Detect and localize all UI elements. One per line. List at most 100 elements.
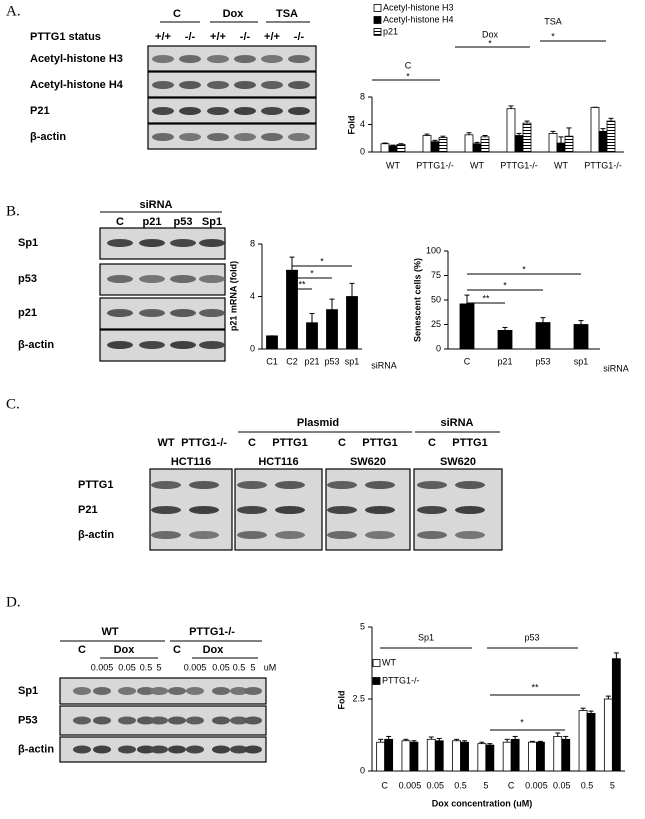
- band: [288, 81, 310, 89]
- band: [288, 107, 310, 115]
- legend-swatch: [372, 659, 381, 667]
- y-tick-label: 2.5: [352, 693, 365, 703]
- bar: [506, 108, 516, 153]
- x-tick-label: sp1: [345, 356, 360, 366]
- band: [93, 745, 111, 754]
- band: [139, 309, 165, 317]
- y-tick-label: 0: [360, 765, 365, 775]
- band: [73, 716, 91, 725]
- bar: [409, 741, 419, 772]
- band: [179, 55, 201, 63]
- bar: [430, 141, 440, 153]
- band: [199, 275, 225, 283]
- band: [150, 745, 168, 754]
- annotation: *: [310, 268, 314, 278]
- treatment: Dox: [114, 644, 136, 656]
- x-tick-label: PTTG1-/-: [584, 160, 622, 170]
- band: [244, 745, 262, 754]
- band: [150, 687, 168, 695]
- panel-label: A.: [6, 3, 21, 19]
- x-tick-label: WT: [554, 160, 568, 170]
- x-tick-label: 0.05: [426, 780, 444, 790]
- band: [207, 107, 229, 115]
- bar: [384, 738, 394, 772]
- legend-swatch: [373, 4, 382, 12]
- row-label: P21: [30, 105, 50, 117]
- band: [275, 481, 305, 489]
- x-tick-label: 5: [610, 780, 615, 790]
- annotation: *: [320, 256, 324, 266]
- band: [139, 275, 165, 283]
- annotation: Sp1: [418, 632, 434, 642]
- y-axis-label: p21 mRNA (fold): [228, 261, 238, 331]
- band: [244, 687, 262, 695]
- genotype: WT: [101, 626, 118, 638]
- bar: [396, 144, 406, 153]
- row-label: p53: [18, 273, 37, 285]
- band: [170, 239, 196, 247]
- genotype: -/-: [185, 31, 196, 43]
- genotype: +/+: [210, 31, 226, 43]
- bar: [548, 133, 558, 153]
- row-label: Sp1: [18, 685, 38, 697]
- band: [107, 341, 133, 349]
- band: [275, 506, 305, 514]
- band: [234, 107, 256, 115]
- band: [186, 716, 204, 725]
- band: [73, 687, 91, 695]
- band: [275, 531, 305, 539]
- cell-line: HCT116: [171, 456, 211, 468]
- column-label: WT: [157, 437, 174, 449]
- y-tick-label: 4: [360, 119, 365, 129]
- band: [212, 687, 230, 695]
- band: [170, 275, 196, 283]
- bar: [460, 741, 469, 772]
- x-tick-label: 0.5: [581, 780, 594, 790]
- y-axis-label: Fold: [336, 691, 346, 710]
- band: [327, 506, 357, 514]
- band: [455, 481, 485, 489]
- bar: [564, 135, 574, 153]
- legend-label: Acetyl-histone H3: [383, 2, 454, 12]
- band: [179, 81, 201, 89]
- x-suffix: siRNA: [603, 363, 629, 373]
- genotype: -/-: [294, 31, 305, 43]
- column-label: C: [116, 216, 124, 228]
- band: [107, 275, 133, 283]
- bar: [497, 329, 513, 350]
- annotation: **: [298, 279, 306, 289]
- band: [230, 687, 248, 695]
- row-label: β-actin: [78, 529, 114, 541]
- band: [212, 716, 230, 725]
- blot-frame: [147, 123, 317, 150]
- bar: [522, 122, 532, 153]
- bar: [480, 136, 490, 153]
- x-tick-label: p53: [535, 356, 550, 366]
- x-tick-label: 0.05: [553, 780, 571, 790]
- band: [168, 687, 186, 695]
- bar: [426, 738, 436, 772]
- x-tick-label: C: [508, 780, 515, 790]
- band: [152, 81, 174, 89]
- x-tick-label: C: [464, 356, 471, 366]
- annotation: *: [406, 71, 410, 81]
- bar: [590, 106, 600, 153]
- bar: [485, 744, 495, 772]
- band: [455, 531, 485, 539]
- bar: [586, 713, 596, 772]
- band: [179, 107, 201, 115]
- genotype: -/-: [240, 31, 251, 43]
- band: [137, 687, 155, 695]
- legend-label: PTTG1-/-: [382, 675, 420, 685]
- panel-label: B.: [6, 203, 20, 219]
- blot-frame: [147, 71, 317, 98]
- bar: [502, 741, 512, 772]
- x-suffix: siRNA: [371, 360, 397, 370]
- y-axis-label: Fold: [346, 116, 356, 135]
- x-tick-label: PTTG1-/-: [500, 160, 538, 170]
- x-tick-label: sp1: [574, 356, 589, 366]
- x-tick-label: 0.5: [454, 780, 467, 790]
- band: [73, 745, 91, 754]
- bar: [380, 143, 390, 153]
- column-label: C: [248, 437, 256, 449]
